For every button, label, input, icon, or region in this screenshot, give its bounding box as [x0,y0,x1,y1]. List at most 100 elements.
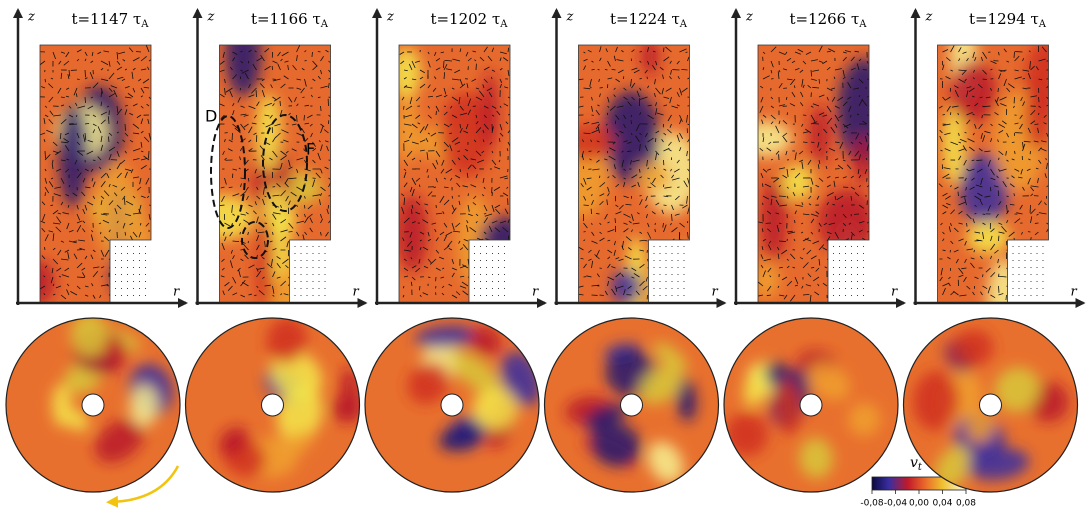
dot [1025,274,1026,275]
dot [1043,288,1044,289]
z-axis-label: z [745,10,753,25]
dot [839,253,840,254]
colorbar-tick-label: -0,08 [860,499,884,509]
panel: t=1166 τAzr [186,10,366,493]
dot [486,281,487,282]
panel-title-sub: A [499,19,508,30]
dot [480,260,481,261]
dot [492,295,493,296]
dot [1043,281,1044,282]
dotted-area [110,240,151,303]
velocity-arrow [45,192,46,196]
dot [857,274,858,275]
dot [1013,288,1014,289]
dot [845,260,846,261]
dot [684,288,685,289]
dot [295,274,296,275]
dot [115,288,116,289]
dot [851,246,852,247]
panel: t=1147 τAzr [6,10,186,493]
dot [480,281,481,282]
dot [845,281,846,282]
dot [678,274,679,275]
disc-hole [441,394,463,416]
panel-title-text: t=1294 τ [969,10,1039,28]
dot [1019,260,1020,261]
velocity-arrow [983,274,984,277]
dot [845,274,846,275]
dot [839,267,840,268]
dot [121,246,122,247]
dot [319,260,320,261]
dot [1019,295,1020,296]
dot [1013,274,1014,275]
dot [139,281,140,282]
dot [313,281,314,282]
dot [492,246,493,247]
velocity-arrow [640,51,642,52]
dot [325,295,326,296]
dot [133,267,134,268]
dot [121,281,122,282]
dot [863,295,864,296]
dot [139,260,140,261]
dot [1031,246,1032,247]
velocity-arrow [77,277,85,278]
velocity-arrow [148,151,149,159]
panel-title-text: t=1166 τ [251,10,321,28]
velocity-arrow [647,77,648,79]
dot [660,246,661,247]
dot [307,260,308,261]
dot [127,246,128,247]
velocity-arrow [85,97,86,103]
dot [115,253,116,254]
dot [474,246,475,247]
dot [845,253,846,254]
dot [660,288,661,289]
velocity-arrow [967,223,968,227]
dot [666,246,667,247]
dotted-area [290,240,331,303]
dot [325,267,326,268]
velocity-arrow [1006,295,1007,300]
panel-title: t=1147 τA [71,10,149,30]
dot [833,274,834,275]
dot [145,281,146,282]
dot [133,281,134,282]
dot [672,253,673,254]
dot [839,288,840,289]
panel-title: t=1166 τA [251,10,329,30]
velocity-arrow [304,115,305,120]
dot [504,281,505,282]
dot [295,253,296,254]
dot [145,288,146,289]
dot [115,260,116,261]
dot [127,274,128,275]
dot [678,260,679,261]
panel-title-sub: A [140,19,149,30]
velocity-arrow [1014,52,1015,58]
dot [863,260,864,261]
blob [741,121,791,157]
blob [782,163,814,200]
dot [1043,246,1044,247]
panel: t=1202 τAzr [365,10,549,493]
dot [486,274,487,275]
dot [295,246,296,247]
blob [641,38,659,76]
dot [1043,295,1044,296]
dot [307,281,308,282]
dot [139,274,140,275]
dot [863,274,864,275]
dot [139,246,140,247]
velocity-arrow [655,223,656,225]
velocity-arrow [976,160,982,161]
dot [133,288,134,289]
dot [1031,295,1032,296]
dot [295,295,296,296]
blob [482,71,498,148]
dot [666,274,667,275]
blob [761,178,787,261]
panel-title: t=1202 τA [430,10,508,30]
velocity-arrow [136,51,141,52]
